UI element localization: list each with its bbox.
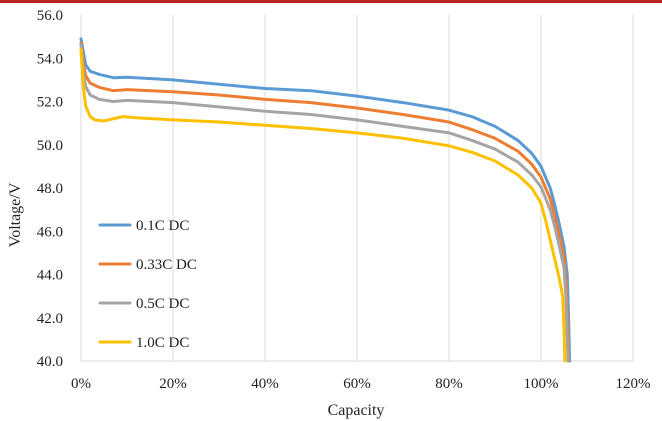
x-tick-label: 60% — [343, 376, 371, 392]
x-tick-label: 120% — [616, 376, 651, 392]
top-rule — [0, 0, 662, 3]
series-line-4 — [79, 48, 567, 363]
y-tick-label: 48.0 — [37, 181, 63, 197]
legend-label: 1.0C DC — [136, 335, 189, 351]
x-tick-label: 100% — [524, 376, 559, 392]
y-tick-label: 56.0 — [37, 8, 63, 24]
y-tick-label: 52.0 — [37, 95, 63, 111]
y-tick-label: 50.0 — [37, 138, 63, 154]
y-axis-title: Voltage/V — [7, 182, 24, 247]
legend-label: 0.33C DC — [136, 257, 197, 273]
series-line-1 — [79, 37, 572, 363]
legend-label: 0.1C DC — [136, 218, 189, 234]
grid-layer — [172, 15, 634, 361]
legend: 0.1C DC 0.33C DC 0.5C DC 1.0C DC — [98, 218, 197, 351]
legend-label: 0.5C DC — [136, 296, 189, 312]
y-tick-label: 44.0 — [37, 268, 63, 284]
y-tick-label: 42.0 — [37, 311, 63, 327]
x-tick-label: 20% — [159, 376, 187, 392]
y-tick-label: 40.0 — [37, 354, 63, 370]
axis-layer: 0% 20% 40% 60% 80% 100% 120% 40.0 42.0 44.0 46.0 48… — [37, 8, 651, 392]
series-line-3 — [79, 43, 570, 363]
series-layer — [79, 37, 572, 363]
y-tick-label: 54.0 — [37, 51, 63, 67]
x-axis-title: Capacity — [328, 402, 385, 419]
x-tick-label: 0% — [71, 376, 91, 392]
x-tick-label: 40% — [251, 376, 279, 392]
y-tick-label: 46.0 — [37, 224, 63, 240]
series-line-2 — [79, 41, 571, 363]
x-tick-label: 80% — [435, 376, 463, 392]
